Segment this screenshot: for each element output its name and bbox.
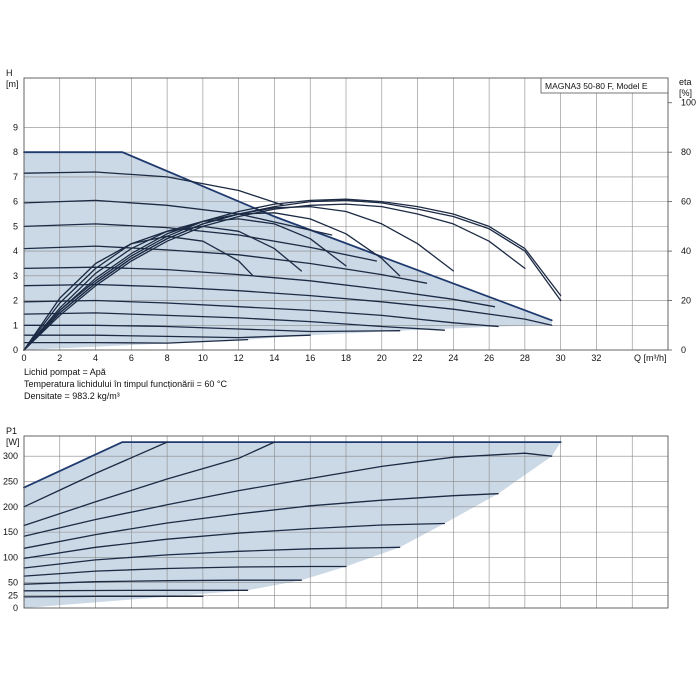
x-axis-label: Q [m³/h]	[634, 353, 667, 363]
y2-tick-label: 80	[681, 147, 691, 157]
x-tick-label: 8	[165, 353, 170, 363]
y-tick-label: 4	[13, 246, 18, 256]
frame-layer	[23, 77, 672, 609]
y2-axis-unit: [%]	[679, 88, 692, 98]
y-tick-label: 3	[13, 271, 18, 281]
curves-layer	[23, 151, 562, 598]
y2-tick-label: 0	[681, 345, 686, 355]
x-tick-label: 28	[520, 353, 530, 363]
performance-curve	[23, 245, 428, 284]
y-tick-label: 6	[13, 197, 18, 207]
performance-curve	[23, 493, 499, 549]
x-tick-label: 24	[448, 353, 458, 363]
fluid-info-line: Lichid pompat = Apă	[24, 367, 106, 377]
x-tick-label: 18	[341, 353, 351, 363]
y-tick-label: 0	[13, 345, 18, 355]
performance-curve	[23, 441, 168, 508]
efficiency-curve	[23, 225, 302, 351]
x-tick-label: 10	[198, 353, 208, 363]
y-tick-label: 150	[3, 527, 18, 537]
x-tick-label: 22	[413, 353, 423, 363]
y-axis-label: P1	[6, 426, 17, 436]
performance-curve	[23, 266, 496, 308]
max-curve	[23, 151, 553, 322]
y2-axis-label: eta	[679, 77, 692, 87]
x-tick-label: 20	[377, 353, 387, 363]
y2-tick-label: 60	[681, 197, 691, 207]
efficiency-curve	[23, 218, 347, 351]
operating-area	[24, 442, 561, 608]
performance-curve	[23, 452, 553, 537]
performance-curve	[23, 589, 249, 592]
efficiency-curve	[23, 203, 526, 351]
y2-tick-label: 40	[681, 246, 691, 256]
fluid-info-line: Densitate = 983.2 kg/m³	[24, 391, 120, 401]
y-tick-label: 8	[13, 147, 18, 157]
y-tick-label: 200	[3, 502, 18, 512]
x-tick-label: 4	[93, 353, 98, 363]
performance-curve	[23, 324, 401, 333]
performance-curve	[23, 595, 204, 598]
y-axis-label: H	[6, 68, 13, 78]
performance-curve	[23, 546, 401, 569]
performance-curve	[23, 299, 499, 328]
y2-tick-label: 20	[681, 296, 691, 306]
x-tick-label: 12	[234, 353, 244, 363]
performance-curve	[23, 565, 347, 577]
performance-curve	[23, 199, 333, 236]
y2-tick-label: 100	[681, 98, 696, 108]
performance-curve	[23, 334, 311, 339]
efficiency-curve	[23, 235, 254, 351]
plot-frame	[23, 435, 669, 609]
performance-curve	[23, 579, 302, 585]
efficiency-curve	[23, 212, 401, 351]
performance-curve	[23, 441, 276, 527]
y-tick-label: 250	[3, 477, 18, 487]
y-tick-label: 0	[13, 603, 18, 613]
y-tick-label: 50	[8, 578, 18, 588]
x-tick-label: 26	[484, 353, 494, 363]
y-tick-label: 300	[3, 451, 18, 461]
x-tick-label: 16	[305, 353, 315, 363]
performance-curve	[23, 312, 446, 331]
y-tick-label: 9	[13, 122, 18, 132]
performance-curve	[23, 283, 553, 326]
model-label-box	[540, 77, 669, 94]
performance-curve	[23, 338, 249, 344]
x-tick-label: 6	[129, 353, 134, 363]
y-tick-label: 25	[8, 590, 18, 600]
performance-curve	[23, 522, 446, 560]
y-tick-label: 100	[3, 552, 18, 562]
efficiency-curve	[23, 198, 562, 351]
y-tick-label: 7	[13, 172, 18, 182]
fluid-info-line: Temperatura lichidului în timpul funcțio…	[24, 379, 227, 389]
x-tick-label: 14	[269, 353, 279, 363]
performance-curve	[23, 171, 285, 206]
plot-frame	[23, 77, 669, 351]
x-tick-label: 32	[591, 353, 601, 363]
y-axis-unit: [m]	[6, 79, 19, 89]
max-curve	[23, 441, 562, 489]
performance-curve	[23, 223, 378, 262]
x-tick-label: 0	[21, 353, 26, 363]
model-label: MAGNA3 50-80 F, Model E	[545, 81, 648, 91]
y-axis-unit: [W]	[6, 437, 20, 447]
x-tick-label: 2	[57, 353, 62, 363]
y-tick-label: 5	[13, 221, 18, 231]
y-tick-label: 2	[13, 296, 18, 306]
x-tick-label: 30	[556, 353, 566, 363]
y-tick-label: 1	[13, 320, 18, 330]
